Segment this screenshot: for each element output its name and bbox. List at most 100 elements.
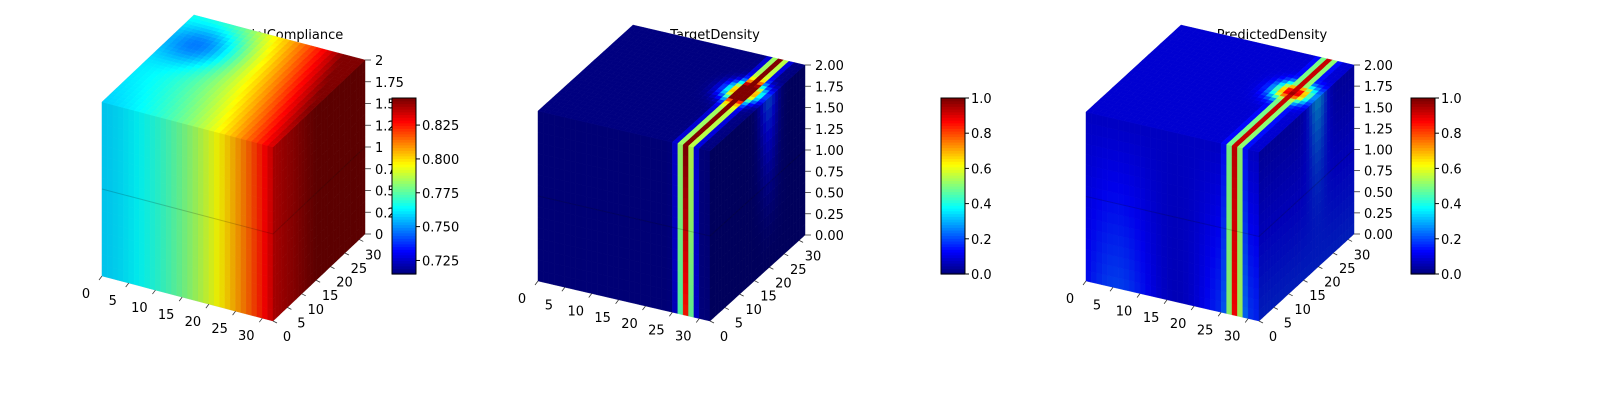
voxel-face-front (1124, 216, 1130, 228)
voxel-face-front (252, 261, 257, 273)
voxel-face-front (1086, 165, 1091, 177)
voxel-face-front (1243, 264, 1248, 276)
voxel-face-front (1189, 263, 1194, 275)
voxel-face-front (651, 297, 656, 309)
voxel-face-front (1097, 220, 1102, 232)
voxel-face-front (1194, 169, 1199, 181)
voxel-face-front (1194, 200, 1199, 212)
voxel-face-front (1210, 141, 1216, 153)
voxel-face-front (134, 110, 139, 122)
voxel-face-front (166, 119, 171, 131)
voxel-face-front (1221, 291, 1226, 303)
voxel-face-front (635, 250, 640, 262)
voxel-face-front (1248, 171, 1253, 183)
voxel-face-front (188, 244, 193, 256)
voxel-face-front (262, 275, 267, 287)
voxel-face-front (1156, 276, 1161, 288)
voxel-face-front (1216, 184, 1221, 196)
voxel-face-front (651, 244, 656, 256)
voxel-face-front (656, 149, 661, 161)
voxel-face-front (656, 213, 661, 225)
voxel-face-front (1216, 195, 1221, 207)
voxel-face-front (166, 184, 171, 196)
voxel-face-front (166, 195, 171, 207)
voxel-face-front (683, 272, 688, 284)
voxel-face-front (635, 240, 640, 252)
voxel-face-front (145, 189, 150, 201)
voxel-face-front (1232, 241, 1237, 253)
voxel-face-front (198, 269, 203, 281)
voxel-face-front (1232, 273, 1237, 285)
voxel-face-front (1097, 241, 1102, 253)
voxel-face-front (603, 200, 608, 212)
voxel-face-front (268, 309, 273, 321)
voxel-face-front (257, 273, 262, 285)
voxel-face-front (656, 255, 661, 267)
voxel-face-front (1173, 143, 1178, 155)
voxel-face-front (694, 243, 699, 255)
voxel-face-front (635, 155, 640, 167)
voxel-face-front (1237, 210, 1242, 222)
voxel-face-front (656, 287, 661, 299)
voxel-face-front (268, 298, 273, 310)
voxel-face-front (565, 117, 570, 129)
voxel-face-front (1135, 197, 1140, 209)
voxel-face-front (209, 261, 214, 273)
voxel-face-front (1194, 211, 1199, 223)
voxel-face-front (581, 121, 586, 133)
voxel-face-front (640, 177, 645, 189)
voxel-face-front (662, 193, 667, 205)
voxel-face-front (672, 238, 677, 250)
voxel-face-front (1183, 251, 1188, 263)
voxel-face-front (1232, 177, 1237, 189)
voxel-face-front (102, 146, 107, 158)
voxel-face-front (656, 160, 661, 172)
voxel-face-front (1162, 277, 1167, 289)
voxel-face-front (576, 205, 581, 217)
voxel-face-front (150, 126, 155, 138)
voxel-face-front (1248, 223, 1253, 235)
voxel-face-front (705, 182, 710, 194)
voxel-face-front (257, 165, 262, 177)
voxel-face-front (576, 237, 581, 249)
voxel-face-front (1173, 174, 1178, 186)
voxel-face-front (102, 113, 107, 125)
voxel-face-front (640, 241, 645, 253)
voxel-face-front (1205, 287, 1210, 299)
voxel-face-front (1135, 261, 1140, 273)
voxel-face-front (155, 257, 160, 269)
y-tick-label: 20 (775, 276, 792, 291)
voxel-face-front (1189, 220, 1194, 232)
voxel-face-front (241, 193, 246, 205)
voxel-face-front (1113, 192, 1118, 204)
voxel-face-front (576, 258, 581, 270)
voxel-face-front (257, 252, 262, 264)
voxel-face-front (1227, 240, 1232, 252)
voxel-face-front (1156, 287, 1161, 299)
voxel-face-front (1140, 188, 1145, 200)
voxel-face-front (699, 308, 704, 320)
voxel-face-front (188, 201, 193, 213)
voxel-face-front (1183, 198, 1188, 210)
voxel-face-front (662, 246, 667, 258)
voxel-face-front (699, 191, 704, 203)
voxel-face-front (646, 285, 651, 297)
voxel-face-front (1162, 214, 1167, 226)
voxel-face-front (1097, 273, 1102, 285)
voxel-face-front (150, 256, 155, 268)
voxel-face-front (1254, 256, 1259, 268)
voxel-face-front (209, 282, 214, 294)
voxel-face-front (1091, 251, 1096, 263)
voxel-face-front (1086, 144, 1091, 156)
voxel-face-front (678, 197, 683, 209)
voxel-face-front (624, 280, 629, 292)
voxel-face-front (107, 201, 112, 213)
voxel-face-front (624, 227, 629, 239)
voxel-face-front (667, 162, 672, 174)
voxel-face-front (538, 132, 543, 144)
voxel-face-front (635, 176, 640, 188)
voxel-face-front (177, 285, 182, 297)
voxel-face-front (538, 111, 543, 123)
voxel-face-front (640, 273, 645, 285)
voxel-face-front (549, 114, 554, 126)
